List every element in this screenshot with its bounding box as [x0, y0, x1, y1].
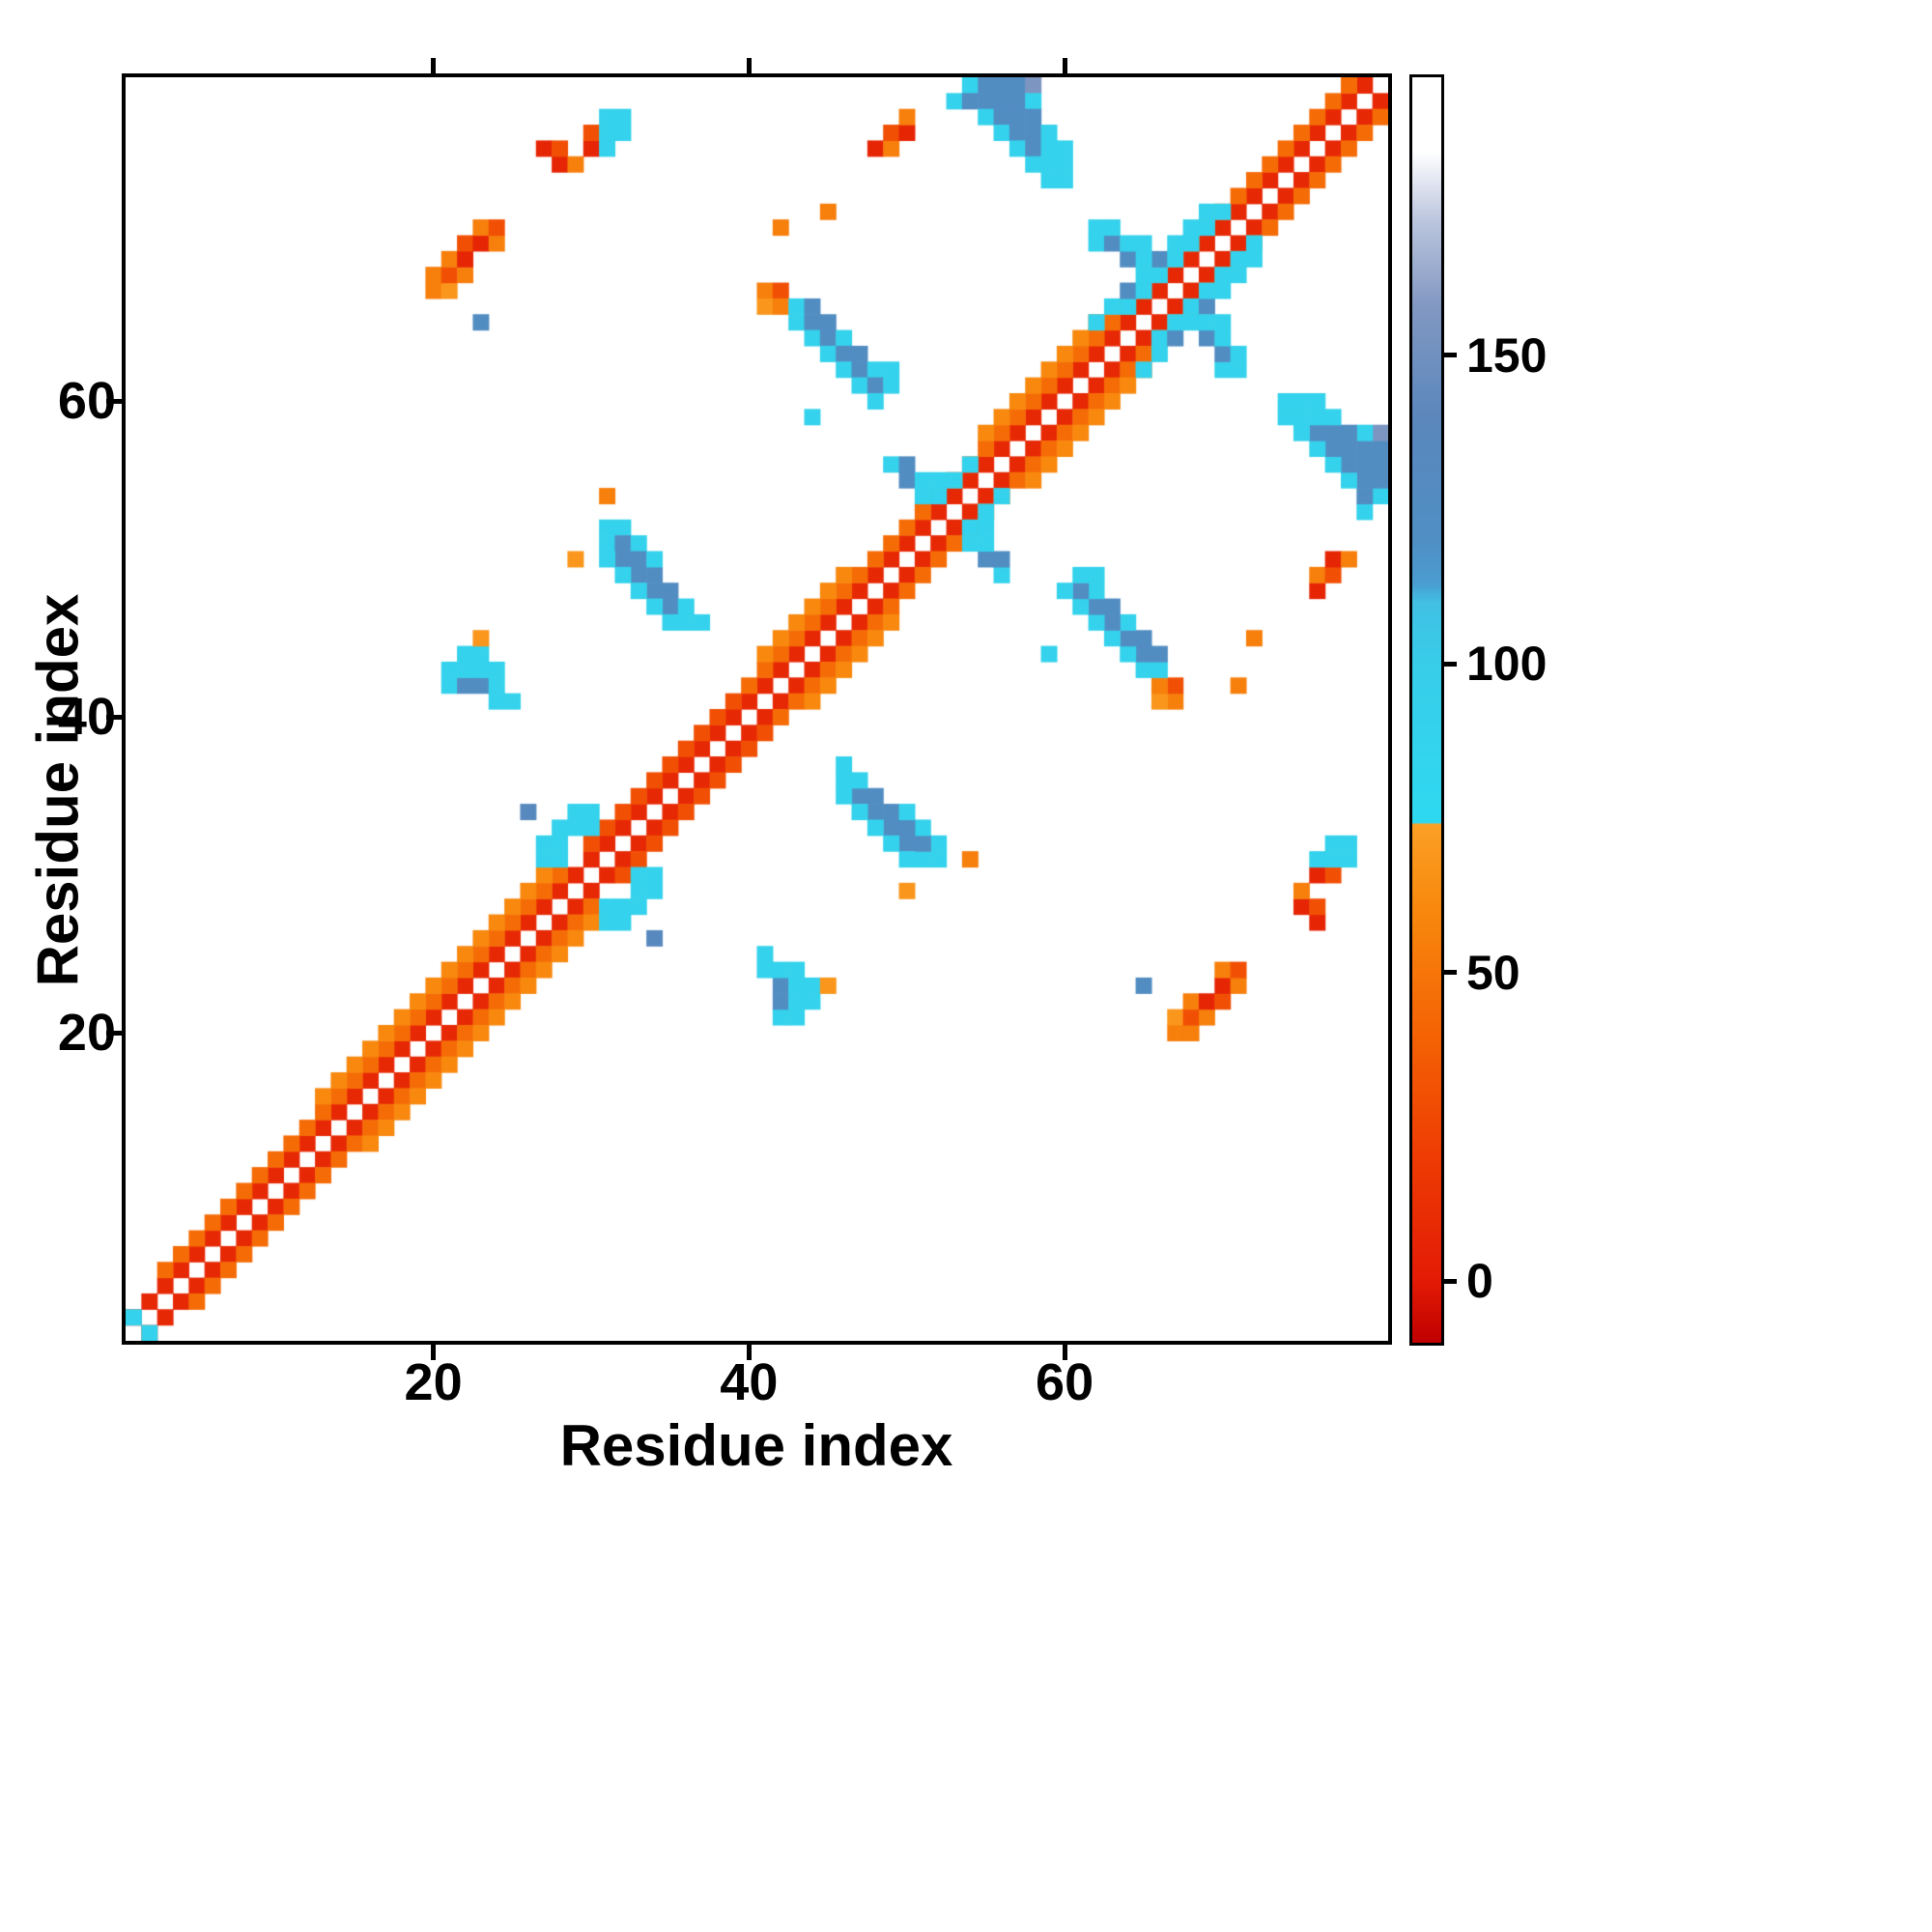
y-axis-label: Residue index: [25, 593, 91, 987]
tick-mark: [106, 398, 122, 404]
tick-mark: [106, 714, 122, 720]
x-tick-label: 60: [1036, 1353, 1094, 1411]
colorbar-canvas: [1412, 77, 1441, 1343]
contact-map-plot: [122, 73, 1392, 1345]
tick-mark: [1443, 1278, 1457, 1284]
tick-mark: [746, 1345, 752, 1360]
tick-mark: [431, 1345, 437, 1360]
x-tick-label: 20: [404, 1353, 463, 1411]
colorbar-tick-label: 0: [1466, 1254, 1493, 1309]
tick-mark: [1062, 1345, 1067, 1360]
heatmap-canvas: [126, 77, 1388, 1341]
colorbar: [1409, 74, 1444, 1346]
y-tick-label: 60: [57, 372, 116, 431]
y-tick-label: 20: [57, 1004, 116, 1063]
tick-mark: [1443, 970, 1457, 976]
tick-mark: [1443, 353, 1457, 358]
y-tick-label: 40: [57, 688, 116, 747]
tick-mark: [1062, 58, 1067, 73]
x-tick-label: 40: [720, 1353, 779, 1411]
tick-mark: [431, 58, 437, 73]
tick-mark: [1443, 661, 1457, 667]
tick-mark: [106, 1030, 122, 1036]
x-axis-label: Residue index: [559, 1413, 953, 1478]
tick-mark: [746, 58, 752, 73]
colorbar-tick-label: 50: [1466, 945, 1520, 1000]
colorbar-tick-label: 100: [1466, 637, 1548, 692]
colorbar-tick-label: 150: [1466, 327, 1548, 383]
